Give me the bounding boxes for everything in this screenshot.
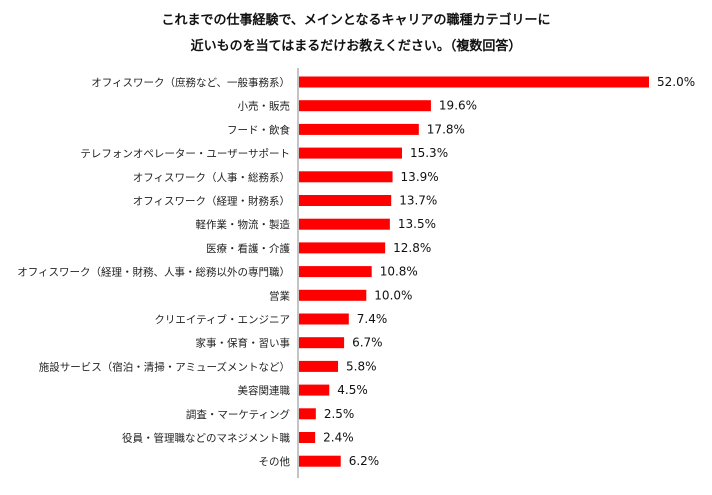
bar	[299, 432, 316, 443]
value-label: 15.3%	[410, 146, 448, 160]
category-label: 医療・看護・介護	[206, 242, 290, 255]
value-label: 13.5%	[398, 217, 436, 231]
category-label: フード・飲食	[227, 123, 290, 136]
category-label: 軽作業・物流・製造	[196, 218, 291, 231]
value-label: 5.8%	[346, 359, 377, 373]
bar	[299, 266, 372, 278]
bar	[299, 455, 341, 467]
category-label: 営業	[269, 289, 290, 302]
value-label: 2.4%	[323, 431, 354, 445]
value-label: 7.4%	[357, 312, 388, 326]
bar	[299, 337, 345, 349]
value-label: 10.8%	[380, 265, 418, 279]
value-label: 4.5%	[337, 383, 368, 397]
bar	[299, 195, 392, 206]
bar	[299, 242, 386, 254]
bar	[299, 289, 367, 301]
value-label: 2.5%	[324, 407, 355, 421]
bar	[299, 100, 431, 112]
bar	[299, 123, 419, 135]
value-label: 52.0%	[657, 75, 695, 89]
value-label: 6.2%	[349, 454, 380, 468]
chart-title-line-2: 近いものを当てはまるだけお教えください。（複数回答）	[190, 39, 522, 54]
bar	[299, 360, 339, 372]
value-label: 10.0%	[374, 288, 412, 302]
category-label: 施設サービス（宿泊・清掃・アミューズメントなど）	[39, 360, 290, 373]
category-label: オフィスワーク（経理・財務系）	[133, 195, 290, 208]
bar	[299, 408, 316, 420]
bar	[299, 147, 402, 159]
category-label: オフィスワーク（経理・財務、人事・総務以外の専門職）	[17, 266, 290, 279]
value-label: 13.9%	[401, 170, 439, 184]
category-label: クリエイティブ・エンジニア	[154, 313, 290, 326]
value-label: 19.6%	[439, 99, 477, 113]
category-label: 美容関連職	[238, 384, 291, 397]
category-label: テレフォンオペレーター・ユーザーサポート	[80, 148, 290, 160]
category-label: 小売・販売	[238, 100, 291, 113]
category-label: 家事・保育・習い事	[196, 337, 291, 350]
bar	[299, 384, 330, 396]
value-label: 12.8%	[393, 241, 431, 255]
bar	[299, 171, 393, 183]
chart-title-line-1: これまでの仕事経験で、メインとなるキャリアの職種カテゴリーに	[161, 13, 551, 28]
bar	[299, 313, 349, 325]
category-label: 調査・マーケティング	[186, 408, 291, 421]
category-label: その他	[259, 455, 291, 468]
category-label: オフィスワーク（庶務など、一般事務系）	[91, 76, 290, 89]
category-label: オフィスワーク（人事・総務系）	[133, 171, 290, 184]
bar	[299, 76, 649, 88]
value-label: 17.8%	[427, 122, 465, 136]
category-label: 役員・管理職などのマネジメント職	[122, 432, 290, 445]
value-label: 13.7%	[399, 194, 437, 208]
bar	[299, 218, 390, 230]
value-label: 6.7%	[352, 336, 383, 350]
